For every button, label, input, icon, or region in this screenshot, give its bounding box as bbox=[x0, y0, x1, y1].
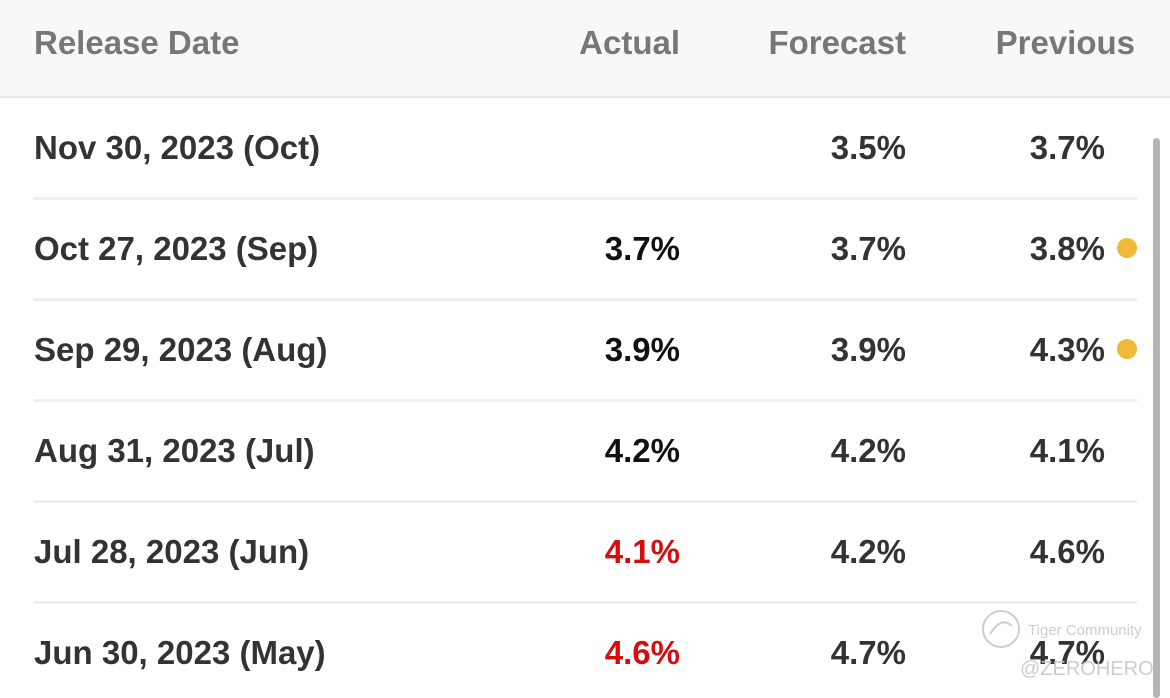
actual-value: 4.6% bbox=[604, 634, 680, 671]
scrollbar[interactable] bbox=[1153, 138, 1160, 698]
previous-value: 4.6% bbox=[1029, 533, 1105, 570]
release-date: Nov 30, 2023 (Oct) bbox=[34, 129, 321, 166]
previous-value: 3.8% bbox=[1029, 230, 1105, 267]
forecast-value: 3.7% bbox=[830, 230, 906, 267]
header-cell: Release Date bbox=[34, 24, 240, 61]
release-date: Jun 30, 2023 (May) bbox=[34, 634, 326, 671]
watermark-handle: @ZEROHERO bbox=[1020, 658, 1154, 680]
row-separator bbox=[34, 601, 1137, 604]
row-separator bbox=[34, 500, 1137, 503]
actual-value: 3.9% bbox=[604, 331, 680, 368]
row-separator bbox=[34, 197, 1137, 200]
release-date: Aug 31, 2023 (Jul) bbox=[34, 432, 315, 469]
row-separator bbox=[34, 399, 1137, 402]
table-header: Release Date Actual Forecast Previous bbox=[0, 0, 1170, 98]
revision-dot bbox=[1117, 238, 1137, 258]
revision-dot bbox=[1117, 339, 1137, 359]
actual-value: 4.2% bbox=[604, 432, 680, 469]
watermark-brand: Tiger Community bbox=[1028, 622, 1142, 639]
previous-value: 4.3% bbox=[1029, 331, 1105, 368]
forecast-value: 4.7% bbox=[830, 634, 906, 671]
actual-value: 3.7% bbox=[604, 230, 680, 267]
previous-value: 4.7% bbox=[1029, 634, 1105, 671]
forecast-value: 4.2% bbox=[830, 432, 906, 469]
previous-value: 4.1% bbox=[1029, 432, 1105, 469]
header-cell[interactable]: Forecast bbox=[768, 24, 906, 61]
release-date: Jul 28, 2023 (Jun) bbox=[34, 533, 310, 570]
previous-value: 3.7% bbox=[1029, 129, 1105, 166]
actual-value: 4.1% bbox=[604, 533, 680, 570]
header-cell[interactable]: Previous bbox=[995, 24, 1135, 61]
forecast-value: 3.5% bbox=[830, 129, 906, 166]
forecast-value: 3.9% bbox=[830, 331, 906, 368]
release-date: Sep 29, 2023 (Aug) bbox=[34, 331, 328, 368]
header-cell[interactable]: Actual bbox=[579, 24, 680, 61]
row-separator bbox=[34, 298, 1137, 301]
forecast-value: 4.2% bbox=[830, 533, 906, 570]
watermark-logo bbox=[982, 610, 1020, 648]
release-date: Oct 27, 2023 (Sep) bbox=[34, 230, 319, 267]
